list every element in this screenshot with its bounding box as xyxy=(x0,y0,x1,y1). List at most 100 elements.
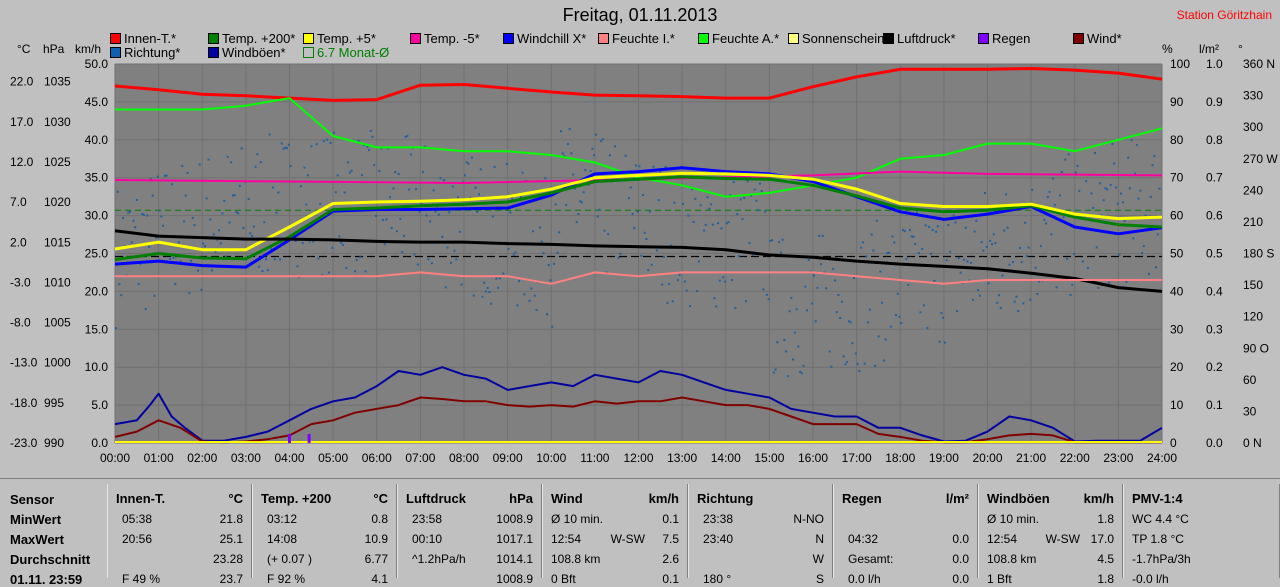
direction-point xyxy=(792,358,795,361)
direction-point xyxy=(891,235,894,238)
direction-point xyxy=(708,207,711,210)
direction-point xyxy=(170,183,173,186)
direction-point xyxy=(929,252,932,255)
direction-point xyxy=(1004,193,1007,196)
direction-point xyxy=(1031,188,1034,191)
direction-point xyxy=(938,340,941,343)
direction-point xyxy=(758,182,761,185)
unit-press: hPa xyxy=(43,42,65,56)
direction-point xyxy=(959,271,962,274)
direction-point xyxy=(130,241,133,244)
direction-point xyxy=(813,274,815,277)
panel-cell: -1.7hPa/3h xyxy=(1132,552,1191,566)
direction-point xyxy=(390,226,393,229)
direction-point xyxy=(556,251,559,254)
direction-point xyxy=(523,293,526,296)
direction-point xyxy=(1128,187,1131,190)
direction-point xyxy=(973,230,976,233)
direction-point xyxy=(401,251,404,254)
direction-point xyxy=(657,199,660,202)
direction-point xyxy=(279,258,282,261)
direction-point xyxy=(450,261,453,264)
direction-point xyxy=(956,310,959,313)
direction-point xyxy=(491,215,494,218)
summary-table: Sensor MinWert MaxWert Durchschnitt 01.11. 2… xyxy=(0,478,1280,587)
direction-point xyxy=(1130,139,1133,142)
direction-point xyxy=(724,280,727,283)
tick-label-rain: 0.5 xyxy=(1206,247,1223,261)
direction-point xyxy=(263,221,266,224)
direction-point xyxy=(137,283,140,286)
direction-point xyxy=(669,244,672,247)
direction-point xyxy=(1076,164,1079,167)
direction-point xyxy=(807,259,810,262)
panel-regen: Regen l/m² 04:32 0.0 Gesamt: 0.0 0.0 l/h 0.0 xyxy=(833,484,978,586)
direction-point xyxy=(737,255,740,258)
panel-cell: 21.8 xyxy=(219,512,243,526)
direction-point xyxy=(554,203,557,206)
direction-point xyxy=(1045,222,1048,225)
direction-point xyxy=(364,270,367,273)
direction-point xyxy=(416,263,419,266)
direction-point xyxy=(395,230,398,233)
direction-point xyxy=(1001,274,1004,277)
direction-point xyxy=(781,238,784,241)
legend-swatch xyxy=(110,33,121,44)
panel-cell: 0.8 xyxy=(371,512,388,526)
direction-point xyxy=(163,174,166,177)
direction-point xyxy=(507,247,510,250)
direction-point xyxy=(427,258,430,261)
panel-cell: 03:12 xyxy=(267,512,298,526)
direction-point xyxy=(582,191,585,194)
direction-point xyxy=(970,261,973,264)
direction-point xyxy=(814,320,817,323)
tick-label-time: 10:00 xyxy=(536,451,566,465)
legend-label: 6.7 Monat-Ø xyxy=(317,45,390,60)
direction-point xyxy=(265,258,268,261)
direction-point xyxy=(922,304,925,307)
direction-point xyxy=(603,229,606,232)
direction-point xyxy=(477,193,480,196)
chart-title: Freitag, 01.11.2013 xyxy=(562,5,718,25)
direction-point xyxy=(1043,218,1046,221)
direction-point xyxy=(905,257,908,260)
direction-point xyxy=(165,174,168,177)
direction-point xyxy=(711,223,714,226)
direction-point xyxy=(1067,153,1070,156)
direction-point xyxy=(874,364,877,367)
tick-label-temperature: -13.0 xyxy=(10,356,38,370)
direction-point xyxy=(1055,286,1058,289)
direction-point xyxy=(217,229,220,232)
direction-point xyxy=(732,181,735,184)
direction-point xyxy=(778,241,781,244)
direction-point xyxy=(835,311,838,314)
direction-point xyxy=(872,249,875,252)
direction-point xyxy=(1158,187,1161,190)
tick-label-time: 02:00 xyxy=(187,451,217,465)
direction-point xyxy=(294,240,297,243)
direction-point xyxy=(1062,216,1065,219)
panel-header: PMV-1:4 xyxy=(1132,491,1183,506)
panel-cell: 23.28 xyxy=(212,552,243,566)
direction-point xyxy=(135,198,138,201)
direction-point xyxy=(819,263,822,266)
direction-point xyxy=(779,251,782,254)
direction-point xyxy=(237,212,240,215)
tick-label-direction: 330 xyxy=(1243,89,1263,103)
direction-point xyxy=(570,152,573,155)
legend-swatch xyxy=(303,47,314,58)
direction-point xyxy=(1039,245,1042,248)
panel-unit: km/h xyxy=(648,491,679,506)
direction-point xyxy=(1120,192,1123,195)
direction-point xyxy=(868,308,871,311)
tick-label-humidity: 100 xyxy=(1170,57,1190,71)
legend-label: Windböen* xyxy=(222,45,286,60)
direction-point xyxy=(481,295,484,298)
direction-point xyxy=(917,252,920,255)
panel-header: Innen-T. xyxy=(116,491,166,506)
direction-point xyxy=(786,375,789,378)
tick-label-humidity: 10 xyxy=(1170,398,1184,412)
direction-point xyxy=(437,213,440,216)
direction-point xyxy=(230,161,233,164)
panel-cell: S xyxy=(815,572,824,586)
